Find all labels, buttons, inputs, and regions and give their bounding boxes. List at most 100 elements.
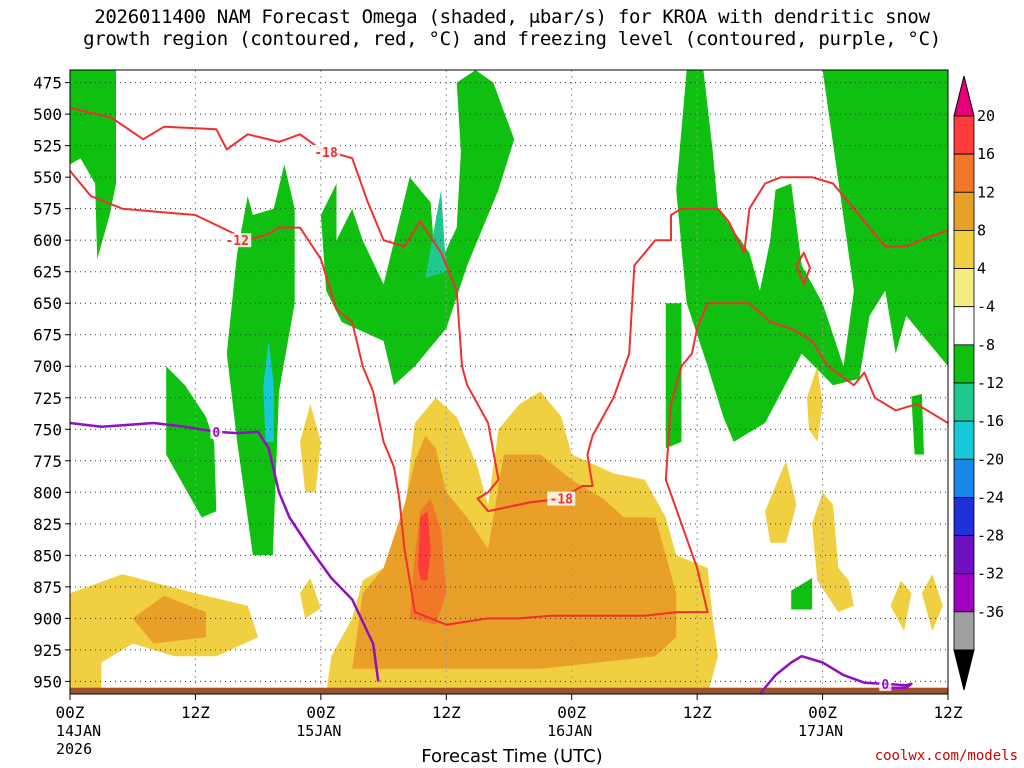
freezing-contour-label-1: 0 bbox=[881, 678, 889, 693]
colorbar-box-11 bbox=[953, 535, 975, 575]
site-credit[interactable]: coolwx.com/models bbox=[874, 748, 1018, 764]
freezing-contour-1 bbox=[758, 654, 913, 694]
y-tick-label-525: 525 bbox=[33, 137, 62, 156]
colorbar-box-2 bbox=[953, 191, 975, 231]
colorbar-box-12 bbox=[953, 573, 975, 613]
dgz-label-bg-1 bbox=[547, 491, 576, 506]
colorbar-box-5 bbox=[953, 306, 975, 346]
freezing-contour-label-0: 0 bbox=[212, 426, 220, 441]
colorbar-bottom-arrow bbox=[953, 649, 975, 691]
y-tick-label-725: 725 bbox=[33, 389, 62, 408]
omega-region-15 bbox=[765, 460, 797, 543]
omega-region-6 bbox=[911, 394, 924, 455]
colorbar-label-10: -24 bbox=[977, 488, 1004, 506]
dgz-contour-label-1: -18 bbox=[550, 493, 574, 508]
colorbar-top-arrow bbox=[953, 75, 975, 117]
colorbar-box-9 bbox=[953, 458, 975, 498]
omega-region-17 bbox=[890, 580, 912, 631]
y-tick-label-550: 550 bbox=[33, 168, 62, 187]
colorbar-label-3: 8 bbox=[977, 221, 986, 239]
colorbar-box-1 bbox=[953, 153, 975, 193]
x-tick-label-36: 12Z bbox=[432, 703, 461, 722]
plot-area: -18 -18 -12 0 0 bbox=[70, 70, 948, 694]
omega-region-14 bbox=[806, 366, 823, 442]
y-tick-label-775: 775 bbox=[33, 452, 62, 471]
y-tick-label-850: 850 bbox=[33, 546, 62, 565]
colorbar-label-8: -16 bbox=[977, 412, 1004, 430]
x-tick-label-60: 12Z bbox=[683, 703, 712, 722]
omega-region-2 bbox=[226, 164, 295, 556]
colorbar-box-3 bbox=[953, 230, 975, 269]
colorbar-label-4: 4 bbox=[977, 260, 986, 278]
colorbar-box-6 bbox=[953, 344, 975, 384]
colorbar-label-7: -12 bbox=[977, 374, 1004, 392]
terrain-band bbox=[70, 687, 948, 694]
colorbar-label-1: 16 bbox=[977, 145, 995, 163]
x-tick-label-24: 00Z bbox=[306, 703, 335, 722]
x-date-label-0: 14JAN bbox=[56, 722, 101, 740]
dgz-label-bg-0 bbox=[312, 144, 341, 159]
y-tick-label-950: 950 bbox=[33, 672, 62, 691]
omega-region-8 bbox=[425, 189, 447, 278]
y-tick-label-675: 675 bbox=[33, 326, 62, 345]
x-tick-label-84: 12Z bbox=[934, 703, 963, 722]
colorbar-label-13: -36 bbox=[977, 603, 1004, 621]
x-date-label-24: 15JAN bbox=[296, 722, 341, 740]
freezing-label-bg-1 bbox=[879, 676, 892, 691]
y-tick-label-700: 700 bbox=[33, 357, 62, 376]
y-tick-label-575: 575 bbox=[33, 200, 62, 219]
colorbar-box-13 bbox=[953, 611, 975, 651]
chart-title-line2: growth region (contoured, red, °C) and f… bbox=[83, 28, 941, 50]
omega-region-11 bbox=[300, 404, 321, 493]
y-tick-label-875: 875 bbox=[33, 578, 62, 597]
omega-region-18 bbox=[921, 574, 943, 631]
freezing-label-bg-0 bbox=[210, 424, 223, 439]
omega-region-0 bbox=[70, 70, 116, 260]
x-date-label-48: 16JAN bbox=[547, 722, 592, 740]
x-tick-label-48: 00Z bbox=[557, 703, 586, 722]
x-year-label-0: 2026 bbox=[56, 740, 92, 758]
omega-region-19 bbox=[132, 595, 206, 644]
omega-region-12 bbox=[300, 578, 321, 619]
omega-region-1 bbox=[166, 366, 217, 518]
omega-region-7 bbox=[791, 578, 813, 610]
colorbar-box-0 bbox=[953, 115, 975, 155]
omega-region-22 bbox=[418, 511, 431, 581]
y-tick-label-500: 500 bbox=[33, 105, 62, 124]
y-tick-label-800: 800 bbox=[33, 483, 62, 502]
colorbar-label-0: 20 bbox=[977, 107, 995, 125]
colorbar-label-2: 12 bbox=[977, 183, 995, 201]
colorbar-label-11: -28 bbox=[977, 527, 1004, 545]
x-date-label-72: 17JAN bbox=[798, 722, 843, 740]
colorbar-box-8 bbox=[953, 420, 975, 460]
colorbar-label-9: -20 bbox=[977, 450, 1004, 468]
colorbar-box-10 bbox=[953, 497, 975, 536]
y-tick-label-750: 750 bbox=[33, 420, 62, 439]
y-tick-label-650: 650 bbox=[33, 294, 62, 313]
y-tick-label-900: 900 bbox=[33, 609, 62, 628]
y-tick-label-475: 475 bbox=[33, 74, 62, 93]
x-tick-label-72: 00Z bbox=[808, 703, 837, 722]
dgz-contour-2 bbox=[70, 170, 948, 626]
x-axis-title: Forecast Time (UTC) bbox=[421, 746, 603, 767]
omega-region-5 bbox=[676, 70, 948, 442]
colorbar-box-7 bbox=[953, 382, 975, 422]
plot-frame bbox=[69, 69, 949, 695]
colorbar-label-6: -8 bbox=[977, 336, 995, 354]
dgz-contour-3 bbox=[795, 251, 811, 286]
x-tick-label-0: 00Z bbox=[56, 703, 85, 722]
omega-region-16 bbox=[812, 492, 854, 613]
colorbar-label-12: -32 bbox=[977, 565, 1004, 583]
y-tick-label-600: 600 bbox=[33, 231, 62, 250]
dgz-contour-label-2: -12 bbox=[225, 234, 248, 249]
colorbar-label-5: -4 bbox=[977, 298, 995, 316]
y-tick-label-825: 825 bbox=[33, 515, 62, 534]
freezing-contour-0 bbox=[70, 421, 380, 682]
chart-title-line1: 2026011400 NAM Forecast Omega (shaded, μ… bbox=[94, 6, 930, 28]
y-tick-label-625: 625 bbox=[33, 263, 62, 282]
dgz-contour-label-0: -18 bbox=[314, 146, 338, 161]
colorbar-box-4 bbox=[953, 268, 975, 308]
dgz-label-bg-2 bbox=[223, 233, 252, 248]
omega-region-3 bbox=[320, 70, 515, 386]
